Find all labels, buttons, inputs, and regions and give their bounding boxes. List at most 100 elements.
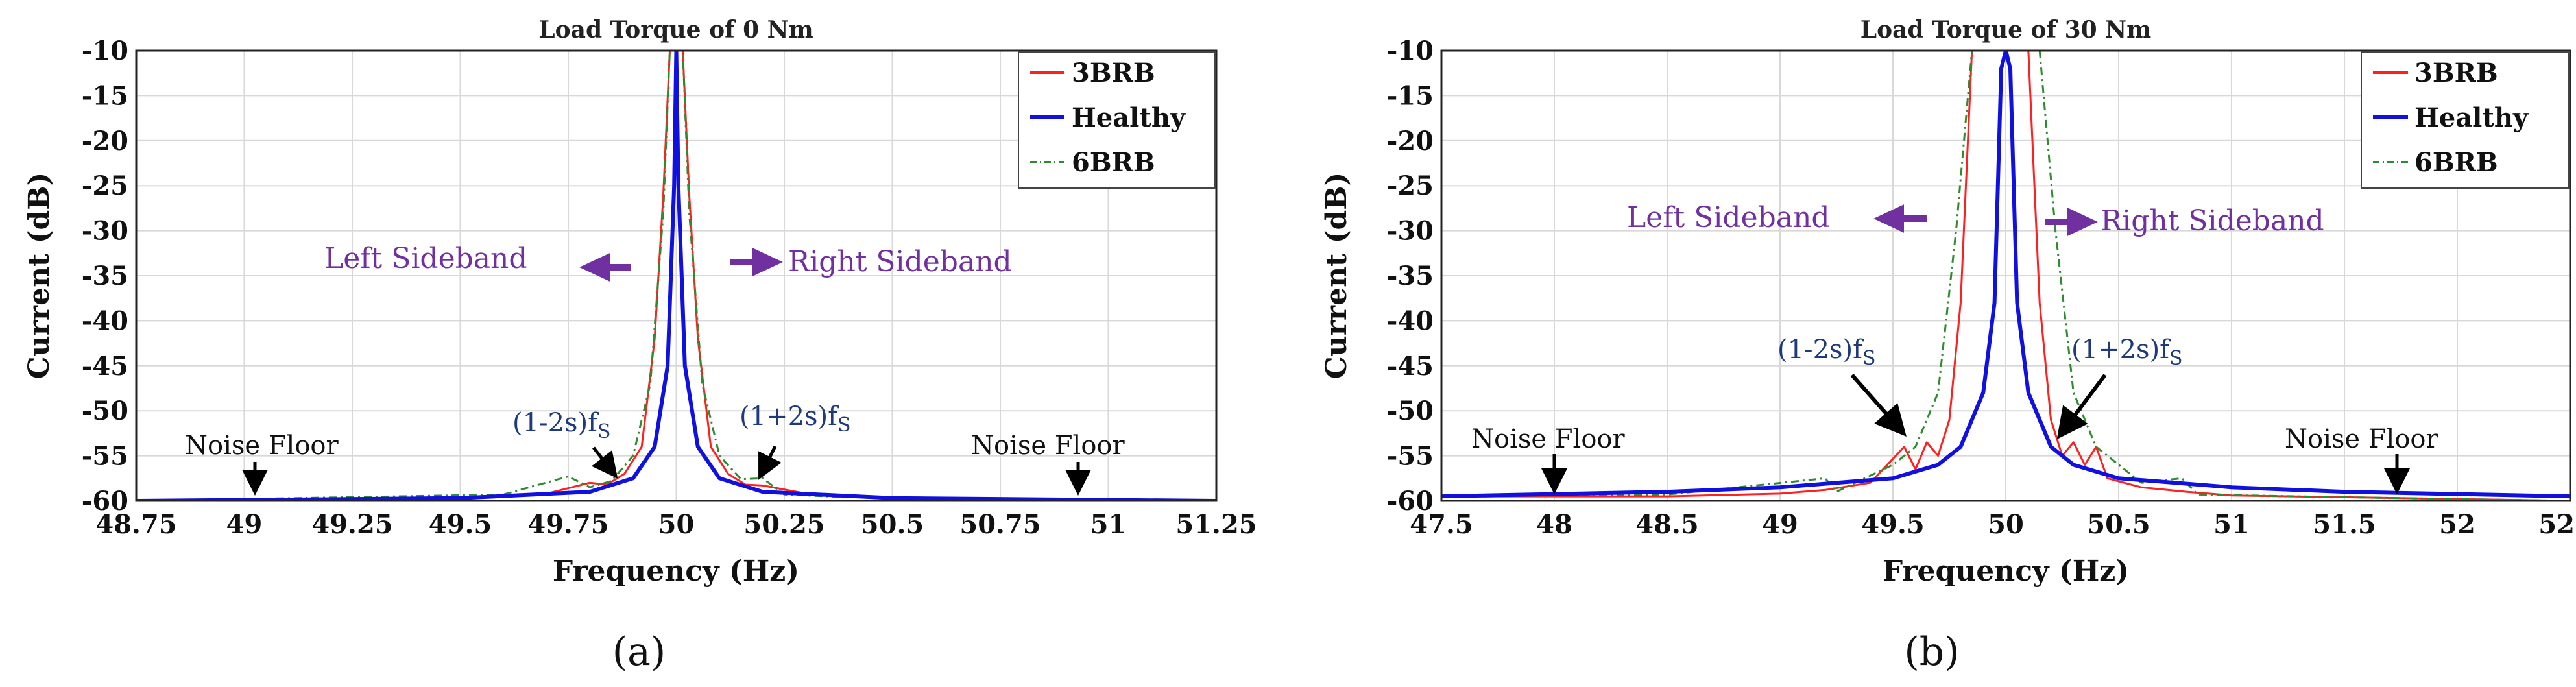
y-tick-label: -20	[1387, 126, 1434, 156]
x-tick-label: 51.5	[2313, 509, 2376, 540]
legend-label-healthy: Healthy	[2414, 102, 2529, 133]
x-tick-label: 49.25	[311, 509, 392, 540]
series-line-healthy	[136, 51, 1216, 501]
y-tick-label: -45	[1387, 351, 1434, 381]
upper-sideband-arrow	[758, 445, 782, 480]
series-line-3brb	[136, 51, 1216, 501]
panel-label-b: (b)	[1904, 629, 1959, 675]
legend-box	[2361, 51, 2570, 189]
x-tick-label: 49	[1762, 509, 1798, 540]
x-tick-label: 47.5	[1410, 509, 1473, 540]
x-tick-label: 48.5	[1635, 509, 1698, 540]
y-tick-label: -45	[82, 351, 128, 381]
annotation-upper-subscript: S	[2169, 347, 2183, 370]
x-tick-label: 50	[1988, 509, 2024, 540]
panel-label-a: (a)	[612, 629, 666, 675]
annotation-right-sideband: Right Sideband	[788, 245, 1012, 278]
annotation-upper-sideband-frequency: (1+2s)fS	[2071, 335, 2183, 370]
panel-label-a-text: (a)	[612, 629, 666, 675]
y-tick-label: -25	[1387, 171, 1434, 201]
y-tick-label: -60	[1387, 486, 1434, 516]
annotation-upper-formula: (1+2s)f	[740, 402, 839, 431]
y-tick-label: -35	[82, 261, 128, 291]
x-tick-label: 52	[2439, 509, 2475, 540]
panel-b-chart: 47.5 48 48.5 49 49.5 50 50.5 51 51.5 52 52.5 -10 -15…	[1320, 16, 2576, 675]
x-tick-label: 49	[226, 509, 263, 540]
right-sideband-arrow	[2045, 208, 2098, 236]
y-tick-label: -35	[1387, 261, 1434, 291]
x-tick-label: 51.25	[1175, 509, 1257, 540]
x-tick-label: 50.75	[959, 509, 1041, 540]
y-tick-label: -40	[1387, 306, 1434, 336]
annotation-left-sideband: Left Sideband	[1627, 201, 1830, 234]
y-tick-label: -15	[1387, 80, 1434, 111]
chart-title: Load Torque of 0 Nm	[538, 16, 813, 43]
legend: 3BRB Healthy 6BRB	[1018, 51, 1216, 189]
left-sideband-arrow	[1873, 204, 1927, 233]
tick-labels: 47.5 48 48.5 49 49.5 50 50.5 51 51.5 52 52.5 -10 -15…	[1387, 36, 2576, 540]
x-tick-label: 50.5	[2087, 509, 2150, 540]
chart-title: Load Torque of 30 Nm	[1860, 16, 2151, 43]
y-tick-label: -10	[82, 36, 128, 66]
right-sideband-arrow	[730, 248, 783, 276]
annotation-lower-sideband-frequency: (1-2s)fS	[512, 408, 611, 443]
plot-frame	[1440, 49, 2571, 502]
x-tick-label: 51	[2213, 509, 2250, 540]
x-tick-label: 50.25	[743, 509, 825, 540]
legend-label-healthy: Healthy	[1072, 102, 1186, 133]
annotation-lower-subscript: S	[597, 420, 611, 443]
panel-label-b-text: (b)	[1904, 629, 1959, 675]
annotation-upper-subscript: S	[837, 414, 851, 437]
annotation-right-sideband: Right Sideband	[2101, 204, 2324, 237]
lower-sideband-arrow	[591, 446, 618, 479]
y-tick-label: -60	[82, 486, 128, 516]
series-line-3brb	[1441, 51, 2570, 501]
y-tick-label: -30	[1387, 216, 1434, 247]
left-sideband-arrow	[579, 253, 631, 282]
lower-sideband-arrow	[1850, 374, 1907, 437]
legend-label-3brb: 3BRB	[1072, 58, 1155, 88]
annotation-lower-formula: (1-2s)f	[1777, 335, 1864, 365]
annotation-lower-formula: (1-2s)f	[512, 408, 599, 438]
upper-sideband-arrow	[2056, 374, 2107, 440]
legend: 3BRB Healthy 6BRB	[2361, 51, 2570, 189]
y-axis-label: Current (dB)	[1320, 173, 1353, 380]
legend-label-3brb: 3BRB	[2414, 58, 2498, 88]
y-tick-label: -20	[82, 126, 128, 156]
series-line-healthy	[1441, 51, 2570, 499]
y-tick-label: -30	[82, 216, 128, 247]
annotation-noise-floor-left: Noise Floor	[185, 431, 339, 461]
x-tick-label: 49.75	[527, 509, 608, 540]
annotation-noise-floor-left: Noise Floor	[1471, 424, 1626, 454]
series-group	[1441, 51, 2570, 501]
y-tick-label: -55	[82, 441, 128, 472]
plot-frame	[135, 49, 1218, 502]
x-tick-label: 50	[658, 509, 695, 540]
x-axis-label: Frequency (Hz)	[553, 555, 799, 588]
x-axis-label: Frequency (Hz)	[1883, 555, 2129, 588]
annotation-upper-formula: (1+2s)f	[2071, 335, 2171, 365]
x-tick-label: 52.5	[2538, 509, 2576, 540]
legend-label-6brb: 6BRB	[1072, 147, 1155, 178]
x-tick-label: 48.75	[95, 509, 176, 540]
y-tick-label: -15	[82, 80, 128, 111]
panel-a-chart: 48.75 49 49.25 49.5 49.75 50 50.25 50.5 50.75 51 5…	[23, 16, 1257, 675]
y-tick-label: -50	[1387, 396, 1434, 426]
y-tick-label: -25	[82, 171, 128, 201]
tick-labels: 48.75 49 49.25 49.5 49.75 50 50.25 50.5 50.75 51 5…	[82, 36, 1257, 540]
y-axis-label: Current (dB)	[23, 173, 56, 380]
x-tick-label: 51	[1090, 509, 1127, 540]
annotation-lower-subscript: S	[1862, 347, 1876, 370]
legend-label-6brb: 6BRB	[2414, 147, 2498, 178]
annotation-left-sideband: Left Sideband	[324, 242, 527, 275]
y-tick-label: -40	[82, 306, 128, 336]
x-tick-label: 50.5	[861, 509, 924, 540]
annotation-noise-floor-right: Noise Floor	[971, 431, 1125, 461]
y-tick-label: -10	[1387, 36, 1434, 66]
x-tick-label: 49.5	[1861, 509, 1924, 540]
y-tick-label: -55	[1387, 441, 1434, 472]
x-tick-label: 49.5	[429, 509, 492, 540]
annotation-upper-sideband-frequency: (1+2s)fS	[740, 402, 851, 437]
annotation-noise-floor-right: Noise Floor	[2285, 424, 2439, 454]
